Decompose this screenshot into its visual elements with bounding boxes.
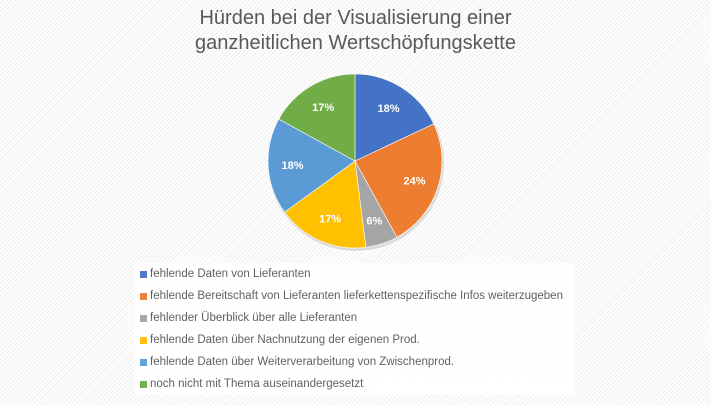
pie-slice xyxy=(354,123,443,238)
legend-item: fehlende Bereitschaft von Lieferanten li… xyxy=(140,286,563,306)
legend-swatch-green xyxy=(140,380,147,388)
pie-data-label: 18% xyxy=(281,160,303,172)
chart-title-line-2: ganzheitlichen Wertschöpfungskette xyxy=(195,32,516,54)
legend-label: fehlende Daten über Weiterverarbeitung v… xyxy=(150,356,455,368)
legend-item: fehlende Daten über Nachnutzung der eige… xyxy=(140,330,420,350)
legend-swatch-blue xyxy=(140,270,147,278)
chart-legend: fehlende Daten von Lieferanten fehlende … xyxy=(135,263,574,395)
legend-label: noch nicht mit Thema auseinandergesetzt xyxy=(150,378,364,390)
pie-slice xyxy=(354,73,435,162)
chart-title-line-1: Hürden bei der Visualisierung einer xyxy=(199,7,512,29)
pie-data-label: 24% xyxy=(404,175,426,187)
pie-data-label: 17% xyxy=(319,213,341,225)
legend-swatch-gray xyxy=(140,314,147,322)
pie-slice xyxy=(284,160,367,249)
pie-data-label: 17% xyxy=(312,102,334,114)
legend-item: fehlender Überblick über alle Lieferante… xyxy=(140,308,357,328)
pie-data-label: 18% xyxy=(378,103,400,115)
pie-slice xyxy=(278,73,356,162)
legend-label: fehlende Daten von Lieferanten xyxy=(150,268,311,280)
legend-label: fehlender Überblick über alle Lieferante… xyxy=(150,312,358,324)
legend-item: noch nicht mit Thema auseinandergesetzt xyxy=(140,374,363,394)
legend-label: fehlende Daten über Nachnutzung der eige… xyxy=(150,334,420,346)
legend-label: fehlende Bereitschaft von Lieferanten li… xyxy=(150,290,563,302)
legend-item: fehlende Daten von Lieferanten xyxy=(140,264,310,284)
chart-title: Hürden bei der Visualisierung einer ganz… xyxy=(0,6,711,56)
pie-slice xyxy=(267,118,356,213)
legend-swatch-orange xyxy=(140,292,147,300)
legend-swatch-yellow xyxy=(140,336,147,344)
legend-item: fehlende Daten über Weiterverarbeitung v… xyxy=(140,352,454,372)
legend-swatch-light-blue xyxy=(140,358,147,366)
pie-data-label: 6% xyxy=(366,216,382,228)
